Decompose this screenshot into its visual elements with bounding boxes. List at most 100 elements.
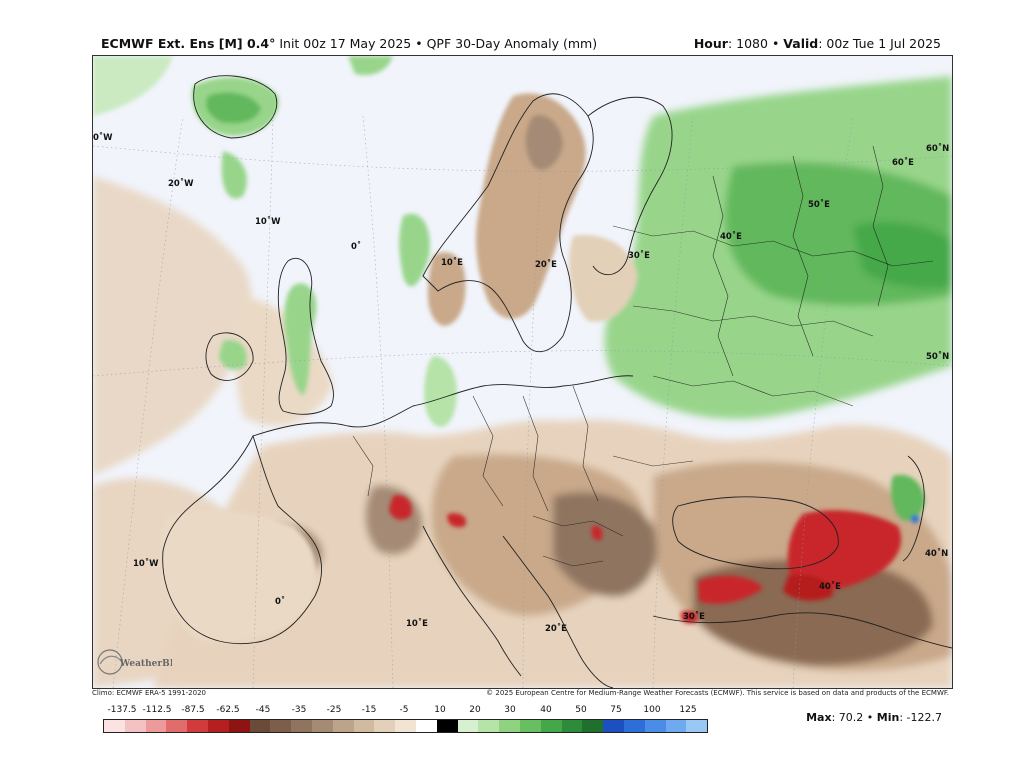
label-lon-0-bottom: 0˚ <box>275 596 285 607</box>
header-separator: • <box>771 36 780 51</box>
legend-swatch <box>519 720 541 732</box>
legend-swatch <box>291 720 312 732</box>
legend-swatch <box>332 720 354 732</box>
hour-value: : 1080 <box>727 36 768 51</box>
legend-swatch <box>374 720 396 732</box>
valid-value: : 00z Tue 1 Jul 2025 <box>818 36 941 51</box>
eastern-europe-wet-anomaly <box>604 76 952 420</box>
label-lon-20e-top: 20˚E <box>535 259 557 270</box>
color-legend: -137.5 -112.5 -87.5 -62.5 -45 -35 -25 -1… <box>103 705 708 733</box>
legend-swatch <box>686 720 708 732</box>
legend-swatch <box>603 720 624 732</box>
min-label: Min <box>876 711 900 724</box>
legend-ticks: -137.5 -112.5 -87.5 -62.5 -45 -35 -25 -1… <box>103 705 708 717</box>
stats-separator: • <box>866 711 874 724</box>
legend-tick: 75 <box>610 705 622 715</box>
climo-credit: Climo: ECMWF ERA-5 1991-2020 <box>92 689 206 697</box>
legend-tick: 10 <box>434 705 446 715</box>
legend-tick: -25 <box>326 705 342 715</box>
label-lon-30e-top: 30˚E <box>628 250 650 261</box>
label-lon-10e-top: 10˚E <box>441 257 463 268</box>
caucasus-wet-anomaly <box>890 474 925 523</box>
legend-swatch <box>249 720 271 732</box>
legend-tick: 50 <box>575 705 587 715</box>
legend-tick: 40 <box>540 705 552 715</box>
legend-tick: -15 <box>361 705 377 715</box>
legend-swatch <box>228 720 250 732</box>
extreme-dry-anomaly <box>389 495 902 624</box>
logo-text: WeatherBELL <box>119 659 172 669</box>
max-value: : 70.2 <box>831 711 864 724</box>
legend-swatch <box>124 720 146 732</box>
weatherbell-logo: WeatherBELL <box>97 649 172 675</box>
legend-swatch <box>436 720 458 732</box>
legend-swatch <box>561 720 583 732</box>
label-lon-30e-bottom: 30˚E <box>683 611 705 622</box>
legend-tick: -35 <box>291 705 307 715</box>
legend-swatch <box>104 720 125 732</box>
label-lon-20w: 20˚W <box>168 178 194 189</box>
uk-scandinavia-wet-anomaly <box>219 213 457 427</box>
graticule <box>93 115 952 688</box>
iceland-wet-anomaly <box>93 56 393 199</box>
model-name: ECMWF Ext. Ens [M] 0.4° <box>101 36 276 51</box>
map-title: ECMWF Ext. Ens [M] 0.4° Init 00z 17 May … <box>101 36 597 51</box>
label-lon-10w-top: 10˚W <box>255 216 281 227</box>
legend-swatch <box>582 720 604 732</box>
legend-swatch <box>644 720 666 732</box>
label-lon-60e-top: 60˚E <box>892 157 914 168</box>
min-value: : -122.7 <box>899 711 942 724</box>
legend-swatch <box>187 720 208 732</box>
legend-tick: -45 <box>255 705 271 715</box>
grid-labels: 0˚W 20˚W 10˚W 0˚ 10˚E 20˚E 30˚E 40˚E 50˚… <box>93 132 949 634</box>
label-lon-20e-bottom: 20˚E <box>545 623 567 634</box>
legend-swatch <box>395 720 416 732</box>
legend-swatch <box>353 720 375 732</box>
legend-tick: -87.5 <box>181 705 205 715</box>
label-lat-40n: 40˚N <box>925 548 948 559</box>
legend-swatch <box>665 720 687 732</box>
legend-swatch <box>457 720 479 732</box>
legend-swatch <box>478 720 500 732</box>
label-lon-40e-bottom: 40˚E <box>819 581 841 592</box>
label-lon-0-top: 0˚ <box>351 241 361 252</box>
legend-color-bar <box>103 719 708 733</box>
legend-swatch <box>499 720 520 732</box>
ecmwf-copyright: © 2025 European Centre for Medium-Range … <box>486 689 949 697</box>
legend-tick: 20 <box>469 705 481 715</box>
iberia-dry-anomaly <box>160 510 317 643</box>
label-lon-30w: 0˚W <box>93 132 113 143</box>
country-borders <box>352 145 934 567</box>
legend-tick: -5 <box>399 705 409 715</box>
legend-swatch <box>207 720 229 732</box>
product-name: QPF 30-Day Anomaly (mm) <box>426 36 598 51</box>
label-lat-50n: 50˚N <box>926 351 949 362</box>
legend-tick: -137.5 <box>107 705 137 715</box>
coastlines <box>162 75 952 688</box>
map-canvas: 0˚W 20˚W 10˚W 0˚ 10˚E 20˚E 30˚E 40˚E 50˚… <box>93 56 952 688</box>
scandinavia-dry-anomaly <box>427 93 638 326</box>
legend-tick: 30 <box>504 705 516 715</box>
label-lon-50e-top: 50˚E <box>808 199 830 210</box>
legend-tick: -112.5 <box>142 705 172 715</box>
title-separator: • <box>415 36 423 51</box>
legend-swatch <box>270 720 292 732</box>
valid-label: Valid <box>783 36 819 51</box>
valid-time-info: Hour: 1080 • Valid: 00z Tue 1 Jul 2025 <box>694 36 941 51</box>
legend-swatch <box>311 720 333 732</box>
max-min-stats: Max: 70.2 • Min: -122.7 <box>806 711 942 724</box>
label-lat-60n: 60˚N <box>926 143 949 154</box>
legend-swatch <box>540 720 562 732</box>
legend-swatch <box>145 720 167 732</box>
hour-label: Hour <box>693 36 728 51</box>
anomaly-map[interactable]: 0˚W 20˚W 10˚W 0˚ 10˚E 20˚E 30˚E 40˚E 50˚… <box>92 55 953 689</box>
legend-tick: 100 <box>643 705 661 715</box>
legend-tick: 125 <box>679 705 697 715</box>
legend-swatch <box>623 720 645 732</box>
legend-swatch <box>166 720 188 732</box>
max-label: Max <box>806 711 832 724</box>
label-lon-10w-bottom: 10˚W <box>133 558 159 569</box>
legend-tick: -62.5 <box>216 705 240 715</box>
label-lon-10e-bottom: 10˚E <box>406 618 428 629</box>
label-lon-40e-top: 40˚E <box>720 231 742 242</box>
